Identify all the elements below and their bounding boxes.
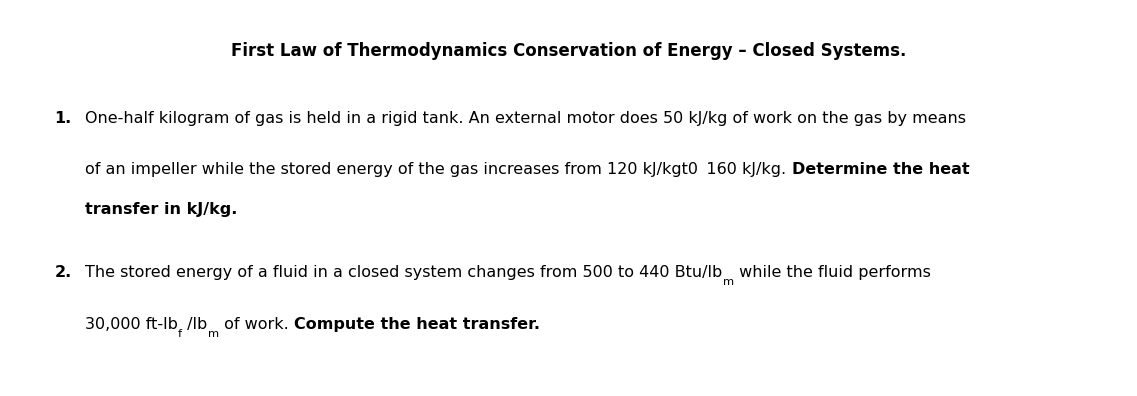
Text: transfer in kJ/kg.: transfer in kJ/kg. [85,202,238,217]
Text: Determine the heat: Determine the heat [791,162,969,177]
Text: of an impeller while the stored energy of the gas increases from 120 kJ/kgt0  16: of an impeller while the stored energy o… [85,162,791,177]
Text: m: m [722,277,733,287]
Text: One-half kilogram of gas is held in a rigid tank. An external motor does 50 kJ/k: One-half kilogram of gas is held in a ri… [85,111,966,126]
Text: Compute the heat transfer.: Compute the heat transfer. [293,317,540,332]
Text: 2.: 2. [55,265,72,280]
Text: The stored energy of a fluid in a closed system changes from 500 to 440 Btu/lb: The stored energy of a fluid in a closed… [85,265,722,280]
Text: f: f [179,329,182,339]
Text: /lb: /lb [182,317,208,332]
Text: m: m [208,329,218,339]
Text: of work.: of work. [218,317,293,332]
Text: 1.: 1. [55,111,72,126]
Text: while the fluid performs: while the fluid performs [733,265,930,280]
Text: First Law of Thermodynamics Conservation of Energy – Closed Systems.: First Law of Thermodynamics Conservation… [231,42,906,59]
Text: 30,000 ft-lb: 30,000 ft-lb [85,317,179,332]
